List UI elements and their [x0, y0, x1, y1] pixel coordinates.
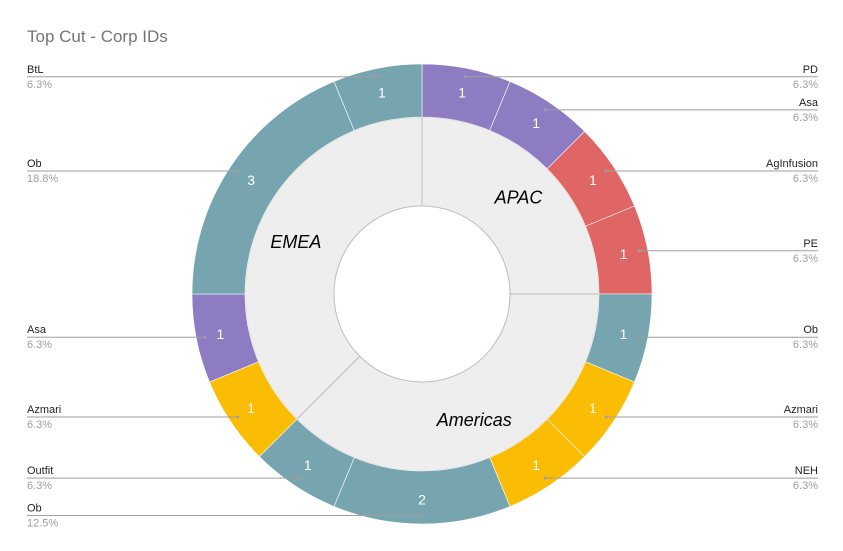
slice-percent-label: 6.3%	[27, 79, 52, 91]
leader-dot	[543, 476, 547, 480]
value-label-btl: 1	[378, 84, 386, 100]
chart-title: Top Cut - Corp IDs	[27, 27, 168, 46]
leader-dot	[203, 335, 207, 339]
value-label-azmari: 1	[589, 400, 597, 416]
slice-percent-label: 6.3%	[27, 419, 52, 431]
slice-name-label: PE	[803, 238, 818, 250]
slice-name-label: Asa	[27, 324, 47, 336]
value-label-asa: 1	[217, 326, 225, 342]
value-label-ob: 3	[247, 172, 255, 188]
slice-name-label: Ob	[27, 503, 42, 515]
leader-dot	[377, 75, 381, 79]
slice-name-label: Azmari	[784, 404, 818, 416]
slice-name-label: PD	[803, 64, 818, 76]
value-label-ob: 1	[620, 326, 628, 342]
leader-dot	[236, 169, 240, 173]
slice-percent-label: 6.3%	[793, 419, 818, 431]
slice-name-label: BtL	[27, 64, 44, 76]
region-labels: APAC Americas EMEA	[270, 187, 543, 430]
leader-lines: PD 6.3% Asa 6.3% AgInfusion 6.3% PE 6.3% Ob 6.3% A…	[27, 64, 819, 530]
slice-percent-label: 6.3%	[793, 79, 818, 91]
slice-percent-label: 6.3%	[793, 253, 818, 265]
region-label-emea: EMEA	[270, 232, 321, 252]
value-labels: 1 1 1 1 1 1 1 2 1 1 1 3 1	[217, 84, 628, 507]
inner-ring	[244, 116, 600, 472]
slice-percent-label: 6.3%	[27, 339, 52, 351]
leader-dot	[420, 514, 424, 517]
slice-percent-label: 6.3%	[793, 480, 818, 492]
slice-percent-label: 12.5%	[27, 518, 58, 530]
leader-dot	[463, 75, 467, 79]
slice-name-label: AgInfusion	[766, 158, 818, 170]
slice-percent-label: 6.3%	[793, 173, 818, 185]
outer-slice-btl	[333, 63, 423, 131]
value-label-ob: 2	[418, 492, 426, 508]
leader-dot	[637, 249, 641, 253]
slice-name-label: Ob	[803, 324, 818, 336]
region-label-apac: APAC	[494, 187, 544, 207]
value-label-pd: 1	[458, 84, 466, 100]
slice-percent-label: 6.3%	[793, 339, 818, 351]
slice-name-label: NEH	[795, 465, 818, 477]
leader-dot	[637, 335, 641, 339]
leader-dot	[604, 169, 608, 173]
slice-percent-label: 6.3%	[27, 480, 52, 492]
slice-name-label: Ob	[27, 158, 42, 170]
slice-name-label: Asa	[799, 97, 819, 109]
slice-percent-label: 18.8%	[27, 173, 58, 185]
value-label-aginfusion: 1	[589, 172, 597, 188]
leader-dot	[297, 476, 301, 480]
leader-dot	[604, 415, 608, 419]
slice-name-label: Outfit	[27, 465, 53, 477]
leader-dot	[543, 108, 547, 112]
region-label-americas: Americas	[436, 410, 512, 430]
outer-ring	[191, 63, 653, 525]
value-label-asa: 1	[532, 115, 540, 131]
slice-percent-label: 6.3%	[793, 112, 818, 124]
value-label-pe: 1	[620, 246, 628, 262]
slice-name-label: Azmari	[27, 404, 61, 416]
value-label-outfit: 1	[304, 457, 312, 473]
value-label-azmari: 1	[247, 400, 255, 416]
leader-dot	[236, 415, 240, 419]
value-label-neh: 1	[532, 457, 540, 473]
